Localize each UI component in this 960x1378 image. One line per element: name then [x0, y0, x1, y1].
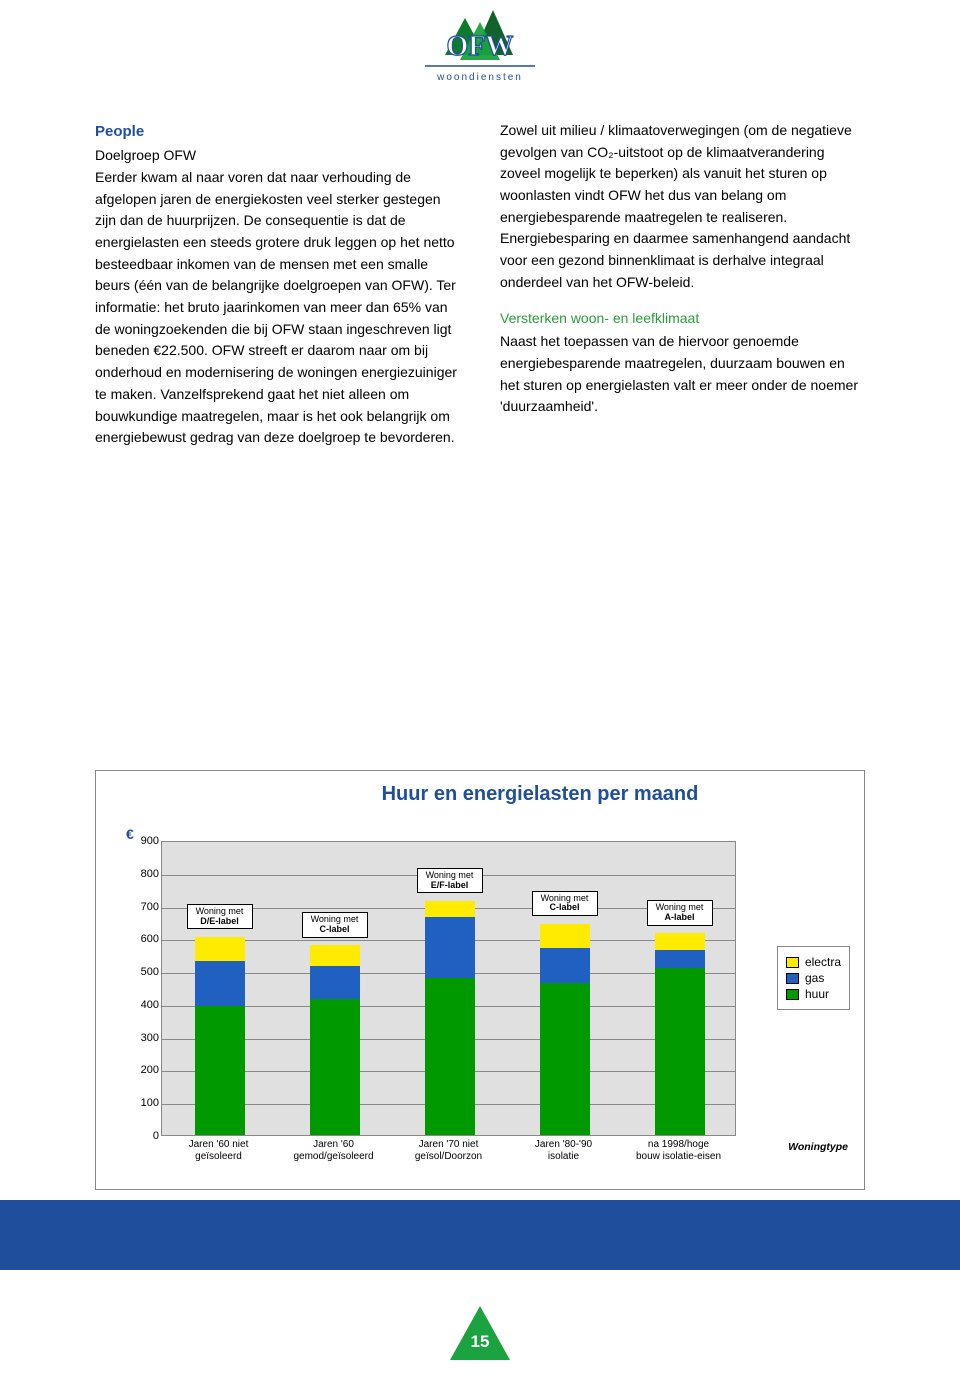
- y-tick: 500: [131, 966, 159, 978]
- bar-segment-gas: [310, 966, 360, 999]
- y-tick: 600: [131, 933, 159, 945]
- bar-segment-electra: [310, 945, 360, 966]
- y-tick: 0: [131, 1130, 159, 1142]
- left-paragraph: Eerder kwam al naar voren dat naar verho…: [95, 167, 460, 449]
- y-tick: 800: [131, 868, 159, 880]
- chart-title: Huur en energielasten per maand: [216, 783, 864, 806]
- y-axis: 0100200300400500600700800900: [131, 841, 159, 1136]
- legend-swatch: [786, 989, 799, 1000]
- legend-item: electra: [786, 955, 841, 969]
- bar-segment-electra: [425, 901, 475, 917]
- legend-swatch: [786, 957, 799, 968]
- legend-item: huur: [786, 987, 841, 1001]
- bar-segment-gas: [425, 917, 475, 978]
- bar-segment-electra: [655, 933, 705, 949]
- x-tick: Jaren '60gemod/geïsoleerd: [289, 1139, 379, 1162]
- right-paragraph-1: Zowel uit milieu / klimaatoverwegingen (…: [500, 120, 865, 294]
- legend-swatch: [786, 973, 799, 984]
- bar-group: [655, 933, 705, 1135]
- x-tick: Jaren '60 nietgeïsoleerd: [174, 1139, 264, 1162]
- bar-group: [540, 924, 590, 1135]
- versterken-heading: Versterken woon- en leefklimaat: [500, 308, 865, 330]
- bar-segment-electra: [195, 937, 245, 962]
- y-tick: 100: [131, 1097, 159, 1109]
- bar-segment-huur: [425, 978, 475, 1135]
- bar-annotation: Woning metC-label: [302, 912, 368, 938]
- bar-group: [310, 945, 360, 1135]
- bar-segment-electra: [540, 924, 590, 949]
- x-tick: na 1998/hogebouw isolatie-eisen: [634, 1139, 724, 1162]
- bar-group: [195, 937, 245, 1135]
- x-tick: Jaren '70 nietgeïsol/Doorzon: [404, 1139, 494, 1162]
- x-axis-title: Woningtype: [788, 1141, 848, 1153]
- y-tick: 200: [131, 1064, 159, 1076]
- left-column: People Doelgroep OFW Eerder kwam al naar…: [95, 120, 460, 449]
- y-tick: 300: [131, 1032, 159, 1044]
- bar-segment-huur: [310, 999, 360, 1135]
- legend-item: gas: [786, 971, 841, 985]
- bar-segment-huur: [195, 1006, 245, 1135]
- chart-plot-area: Woning metD/E-label Woning metC-label Woni…: [161, 841, 736, 1136]
- y-tick: 700: [131, 901, 159, 913]
- bar-annotation: Woning metD/E-label: [187, 904, 253, 930]
- doelgroep-subheading: Doelgroep OFW: [95, 145, 460, 167]
- bar-segment-gas: [655, 950, 705, 968]
- bar-segment-gas: [195, 961, 245, 1005]
- x-axis: Jaren '60 nietgeïsoleerd Jaren '60gemod/g…: [161, 1139, 736, 1179]
- legend-label: huur: [805, 987, 829, 1001]
- legend-label: electra: [805, 955, 841, 969]
- text-columns: People Doelgroep OFW Eerder kwam al naar…: [95, 120, 865, 449]
- right-column: Zowel uit milieu / klimaatoverwegingen (…: [500, 120, 865, 449]
- footer-blue-band: [0, 1200, 960, 1270]
- y-tick: 400: [131, 999, 159, 1011]
- bar-annotation: Woning metE/F-label: [417, 868, 483, 894]
- bar-annotation: Woning metC-label: [532, 891, 598, 917]
- bar-segment-huur: [540, 983, 590, 1135]
- bar-segment-gas: [540, 948, 590, 982]
- bar-group: [425, 901, 475, 1135]
- x-tick: Jaren '80-'90isolatie: [519, 1139, 609, 1162]
- ofw-logo: OFW woondiensten: [405, 10, 555, 90]
- chart-container: Huur en energielasten per maand € 010020…: [95, 770, 865, 1190]
- chart-legend: electra gas huur: [777, 946, 850, 1010]
- svg-text:OFW: OFW: [447, 31, 514, 62]
- y-tick: 900: [131, 835, 159, 847]
- legend-label: gas: [805, 971, 824, 985]
- right-paragraph-2: Naast het toepassen van de hiervoor geno…: [500, 331, 865, 418]
- page-number: 15: [471, 1332, 490, 1352]
- svg-text:woondiensten: woondiensten: [436, 72, 523, 83]
- bar-annotation: Woning metA-label: [647, 900, 713, 926]
- bar-segment-huur: [655, 968, 705, 1135]
- people-heading: People: [95, 120, 460, 143]
